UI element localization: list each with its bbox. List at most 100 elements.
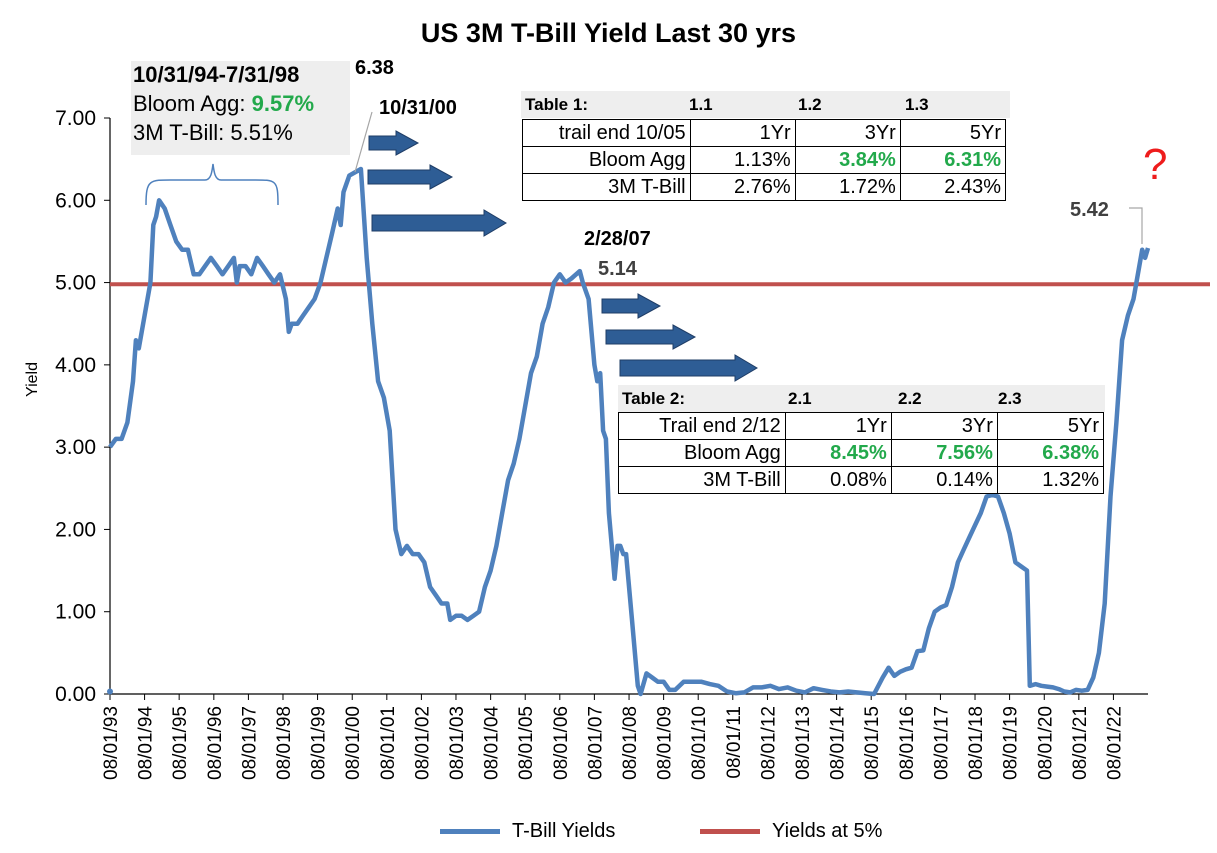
table1-col-1: 1.1	[689, 95, 713, 114]
legend-item-5pct: Yields at 5%	[700, 820, 882, 843]
bloom-agg-annotation: Bloom Agg: 9.57%	[133, 91, 314, 117]
legend-label-5pct: Yields at 5%	[772, 820, 883, 842]
x-tick-label: 08/01/03	[447, 706, 468, 780]
x-tick-label: 08/01/00	[343, 706, 364, 780]
table-cell: 5Yr	[996, 412, 1105, 440]
y-axis-label: Yield	[24, 362, 41, 397]
y-tick-label: 6.00	[55, 189, 96, 212]
arrow-4	[601, 293, 662, 319]
period-annotation-box	[131, 61, 350, 155]
table-cell: 8.45%	[784, 439, 892, 467]
table2-title: Table 2:	[622, 389, 685, 408]
y-tick-label: 5.00	[55, 272, 96, 295]
latest-leader	[1129, 207, 1143, 244]
table-cell: 3Yr	[890, 412, 998, 440]
table2-col-1: 2.1	[788, 389, 812, 408]
x-tick-label: 08/01/02	[412, 706, 433, 780]
x-tick-label: 08/01/04	[482, 706, 503, 780]
table-cell: 0.14%	[890, 466, 998, 494]
x-tick-label: 08/01/21	[1070, 706, 1091, 780]
arrow-1	[368, 130, 420, 156]
table-cell: 2.43%	[899, 173, 1007, 201]
table-cell: 6.31%	[899, 146, 1007, 174]
chart-title: US 3M T-Bill Yield Last 30 yrs	[420, 18, 797, 48]
x-tick-label: 08/01/15	[862, 706, 883, 780]
x-tick-label: 08/01/07	[585, 706, 606, 780]
y-tick-label: 7.00	[55, 107, 96, 130]
table2-col-3: 2.3	[998, 389, 1022, 408]
start-dot	[107, 688, 113, 695]
legend-swatch-5pct	[700, 829, 760, 835]
x-tick-label: 08/01/97	[239, 706, 260, 780]
legend-label-tbill: T-Bill Yields	[512, 820, 616, 842]
table-cell: Bloom Agg	[522, 146, 691, 174]
table-cell: 1.72%	[794, 173, 901, 201]
table-cell: 2.76%	[689, 173, 796, 201]
table1-title: Table 1:	[525, 95, 588, 114]
table2: Trail end 2/12 1Yr 3Yr 5Yr Bloom Agg 8.4…	[618, 412, 1105, 494]
y-tick-label: 2.00	[55, 518, 96, 541]
x-tick-label: 08/01/06	[551, 706, 572, 780]
table-row: 3M T-Bill 0.08% 0.14% 1.32%	[618, 466, 1105, 494]
peak-2000-leader	[354, 111, 373, 173]
x-tick-label: 08/01/94	[136, 706, 157, 780]
x-tick-label: 08/01/20	[1035, 706, 1056, 780]
table1-header: Table 1: 1.1 1.2 1.3	[521, 91, 1010, 118]
table-row: Bloom Agg 1.13% 3.84% 6.31%	[522, 146, 1007, 174]
table1-col-2: 1.2	[798, 95, 822, 114]
x-tick-label: 08/01/16	[897, 706, 918, 780]
legend-swatch-tbill	[440, 829, 500, 835]
arrow-2	[367, 164, 454, 190]
table-row: Bloom Agg 8.45% 7.56% 6.38%	[618, 439, 1105, 467]
tbill-yield-line	[108, 166, 1151, 697]
x-tick-label: 08/01/08	[620, 706, 641, 780]
table-row: 3M T-Bill 2.76% 1.72% 2.43%	[522, 173, 1007, 201]
table-cell: Trail end 2/12	[618, 412, 786, 440]
x-tick-label: 08/01/22	[1104, 706, 1125, 780]
y-tick-label: 4.00	[55, 354, 96, 377]
table-cell: 3M T-Bill	[618, 466, 786, 494]
x-tick-label: 08/01/14	[828, 706, 849, 780]
table1: trail end 10/05 1Yr 3Yr 5Yr Bloom Agg 1.…	[522, 119, 1007, 201]
y-tick-label: 1.00	[55, 601, 96, 624]
x-tick-label: 08/01/96	[205, 706, 226, 780]
arrow-5	[605, 324, 697, 350]
table-cell: 3Yr	[794, 119, 901, 147]
tbill-annotation: 3M T-Bill: 5.51%	[133, 120, 293, 145]
table2-header: Table 2: 2.1 2.2 2.3	[618, 385, 1105, 412]
latest-value: 5.42	[1070, 199, 1109, 221]
table-cell: 1Yr	[784, 412, 892, 440]
y-tick-label: 3.00	[55, 436, 96, 459]
x-tick-label: 08/01/95	[170, 706, 191, 780]
arrow-3	[371, 209, 507, 237]
bloom-agg-value: 9.57%	[251, 91, 315, 116]
peak-2000-value: 6.38	[355, 57, 394, 79]
table-cell: 1.13%	[689, 146, 796, 174]
arrow-6	[619, 354, 758, 382]
table1-col-3: 1.3	[905, 95, 929, 114]
x-tick-label: 08/01/09	[655, 706, 676, 780]
peak-2007-date: 2/28/07	[584, 228, 651, 250]
table-cell: 3M T-Bill	[522, 173, 691, 201]
table2-col-2: 2.2	[898, 389, 922, 408]
period-brace	[145, 163, 279, 206]
x-tick-label: 08/01/11	[724, 706, 745, 779]
table-cell: 7.56%	[890, 439, 998, 467]
peak-2000-date: 10/31/00	[379, 97, 457, 119]
table-cell: 1.32%	[996, 466, 1105, 494]
table-cell: 6.38%	[996, 439, 1105, 467]
x-tick-label: 08/01/10	[689, 706, 710, 780]
table-cell: trail end 10/05	[522, 119, 691, 147]
x-tick-label: 08/01/99	[309, 706, 330, 780]
x-tick-label: 08/01/93	[101, 706, 122, 780]
y-tick-label: 0.00	[55, 683, 96, 706]
table-cell: 0.08%	[784, 466, 892, 494]
peak-2007-value: 5.14	[598, 258, 637, 280]
table-row: Trail end 2/12 1Yr 3Yr 5Yr	[618, 412, 1105, 440]
x-tick-label: 08/01/01	[378, 706, 399, 780]
x-tick-label: 08/01/17	[931, 706, 952, 780]
question-mark: ?	[1143, 140, 1168, 189]
x-tick-label: 08/01/05	[516, 706, 537, 780]
table-cell: 1Yr	[689, 119, 796, 147]
